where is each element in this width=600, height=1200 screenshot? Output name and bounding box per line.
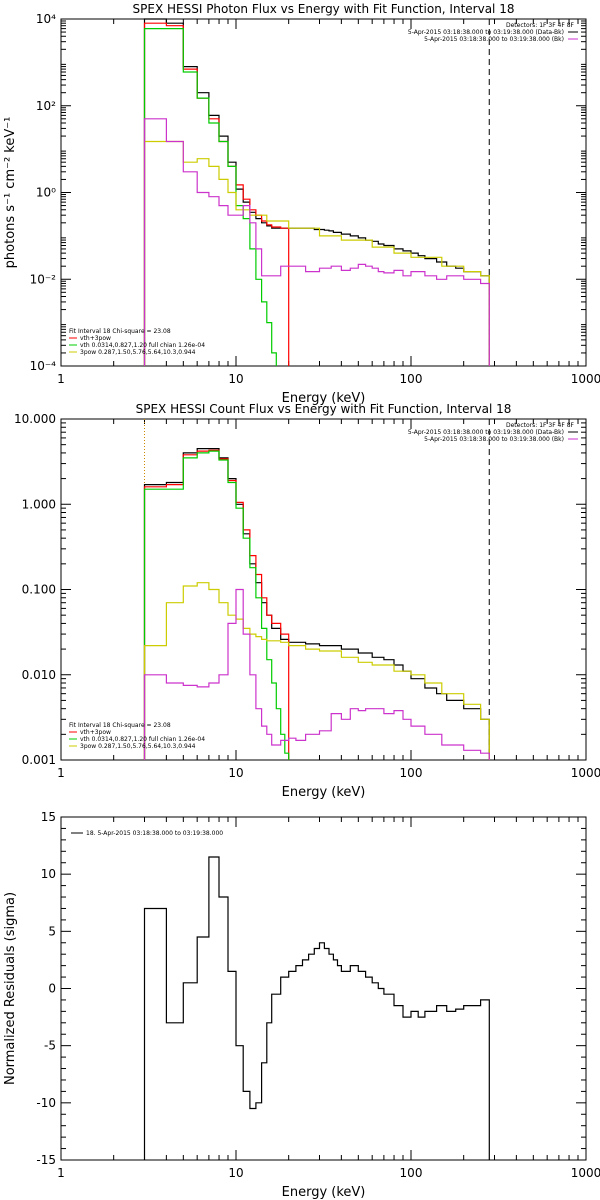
series-line xyxy=(143,856,490,1160)
x-tick-label: 1000 xyxy=(571,372,600,386)
x-tick-label: 1000 xyxy=(571,1166,600,1180)
fit-header: Fit Interval 18 Chi-square = 23.08 xyxy=(69,722,171,729)
series-line xyxy=(143,449,290,760)
series-line xyxy=(143,582,490,760)
chart-3: 1 10 100 1000 Energy (keV) -15 -10 -5 0 5 10 15 Norm… xyxy=(3,810,600,1200)
x-tick-label: 10 xyxy=(228,766,243,780)
legend-entry: 5-Apr-2015 03:18:38.000 to 03:19:38.000 … xyxy=(424,36,564,43)
x-tick-label: 1000 xyxy=(571,766,600,780)
x-tick-label: 1 xyxy=(57,766,65,780)
plot-frame xyxy=(60,18,587,367)
fit-entry: vth+3pow xyxy=(80,729,111,736)
x-tick-label: 10 xyxy=(228,1166,243,1180)
y-tick-label: 10⁰ xyxy=(36,186,56,200)
y-tick-label: 0.001 xyxy=(22,753,56,767)
fit-entry: 3pow 0.287,1.50,5.76,5.64,10.3,0.944 xyxy=(80,349,196,356)
fit-header: Fit Interval 18 Chi-square = 23.08 xyxy=(69,328,171,335)
legend-entry: 5-Apr-2015 03:18:38.000 to 03:19:38.000 … xyxy=(408,29,564,36)
x-tick-label: 100 xyxy=(400,1166,423,1180)
legend-entry: 5-Apr-2015 03:18:38.000 to 03:19:38.000 … xyxy=(408,429,564,436)
y-tick-label: -10 xyxy=(36,1096,56,1110)
x-tick-label: 1 xyxy=(57,1166,65,1180)
chart-title: SPEX HESSI Photon Flux vs Energy with Fi… xyxy=(133,2,515,16)
series-line xyxy=(143,118,490,366)
y-tick-label: 0.010 xyxy=(22,668,56,682)
fit-entry: vth 0.0314,0.827,1.20 full chian 1.26e-0… xyxy=(80,342,205,349)
x-axis-label: Energy (keV) xyxy=(282,1185,366,1200)
y-tick-label: -5 xyxy=(44,1039,56,1053)
x-tick-label: 100 xyxy=(400,766,423,780)
series-line xyxy=(143,448,490,760)
fit-entry: vth+3pow xyxy=(80,335,111,342)
y-tick-label: 10 xyxy=(41,867,56,881)
series-line xyxy=(143,22,290,366)
y-tick-label: 1.000 xyxy=(22,497,56,511)
y-tick-label: 0.100 xyxy=(22,583,56,597)
x-axis-label: Energy (keV) xyxy=(282,785,366,800)
y-tick-label: 15 xyxy=(41,810,56,824)
chart-1: SPEX HESSI Photon Flux vs Energy with Fi… xyxy=(3,2,600,406)
y-tick-label: 10² xyxy=(36,99,56,113)
legend-header: Detectors: 1F 3F 4F 8F xyxy=(506,422,575,429)
x-tick-label: 100 xyxy=(400,372,423,386)
y-tick-label: 10⁻² xyxy=(30,272,57,286)
chart-2: SPEX HESSI Count Flux vs Energy with Fit… xyxy=(14,402,600,800)
y-axis-label: Normalized Residuals (sigma) xyxy=(3,892,18,1085)
chart-title: SPEX HESSI Count Flux vs Energy with Fit… xyxy=(136,402,512,416)
y-tick-label: 0 xyxy=(48,982,56,996)
x-tick-label: 1 xyxy=(57,372,65,386)
y-tick-label: 10⁴ xyxy=(36,12,56,26)
x-axis-label: Energy (keV) xyxy=(282,391,366,406)
series-line xyxy=(143,18,490,366)
fit-entry: 3pow 0.287,1.50,5.76,5.64,10.3,0.944 xyxy=(80,743,196,750)
series-line xyxy=(143,588,490,760)
fit-entry: vth 0.0314,0.827,1.20 full chian 1.26e-0… xyxy=(80,736,205,743)
plot-frame xyxy=(60,418,587,761)
series-line xyxy=(143,140,490,366)
y-tick-label: 5 xyxy=(48,924,56,938)
legend-entry: 18. 5-Apr-2015 03:18:38.000 to 03:19:38.… xyxy=(86,830,223,837)
series-line xyxy=(143,450,290,760)
legend-header: Detectors: 1F 3F 4F 8F xyxy=(506,22,575,29)
y-axis-label: photons s⁻¹ cm⁻² keV⁻¹ xyxy=(3,117,18,269)
plot-frame xyxy=(60,816,587,1161)
legend-entry: 5-Apr-2015 03:18:38.000 to 03:19:38.000 … xyxy=(424,436,564,443)
x-tick-label: 10 xyxy=(228,372,243,386)
y-tick-label: 10⁻⁴ xyxy=(30,359,57,373)
y-tick-label: 10.000 xyxy=(14,412,56,426)
y-tick-label: -15 xyxy=(36,1153,56,1167)
